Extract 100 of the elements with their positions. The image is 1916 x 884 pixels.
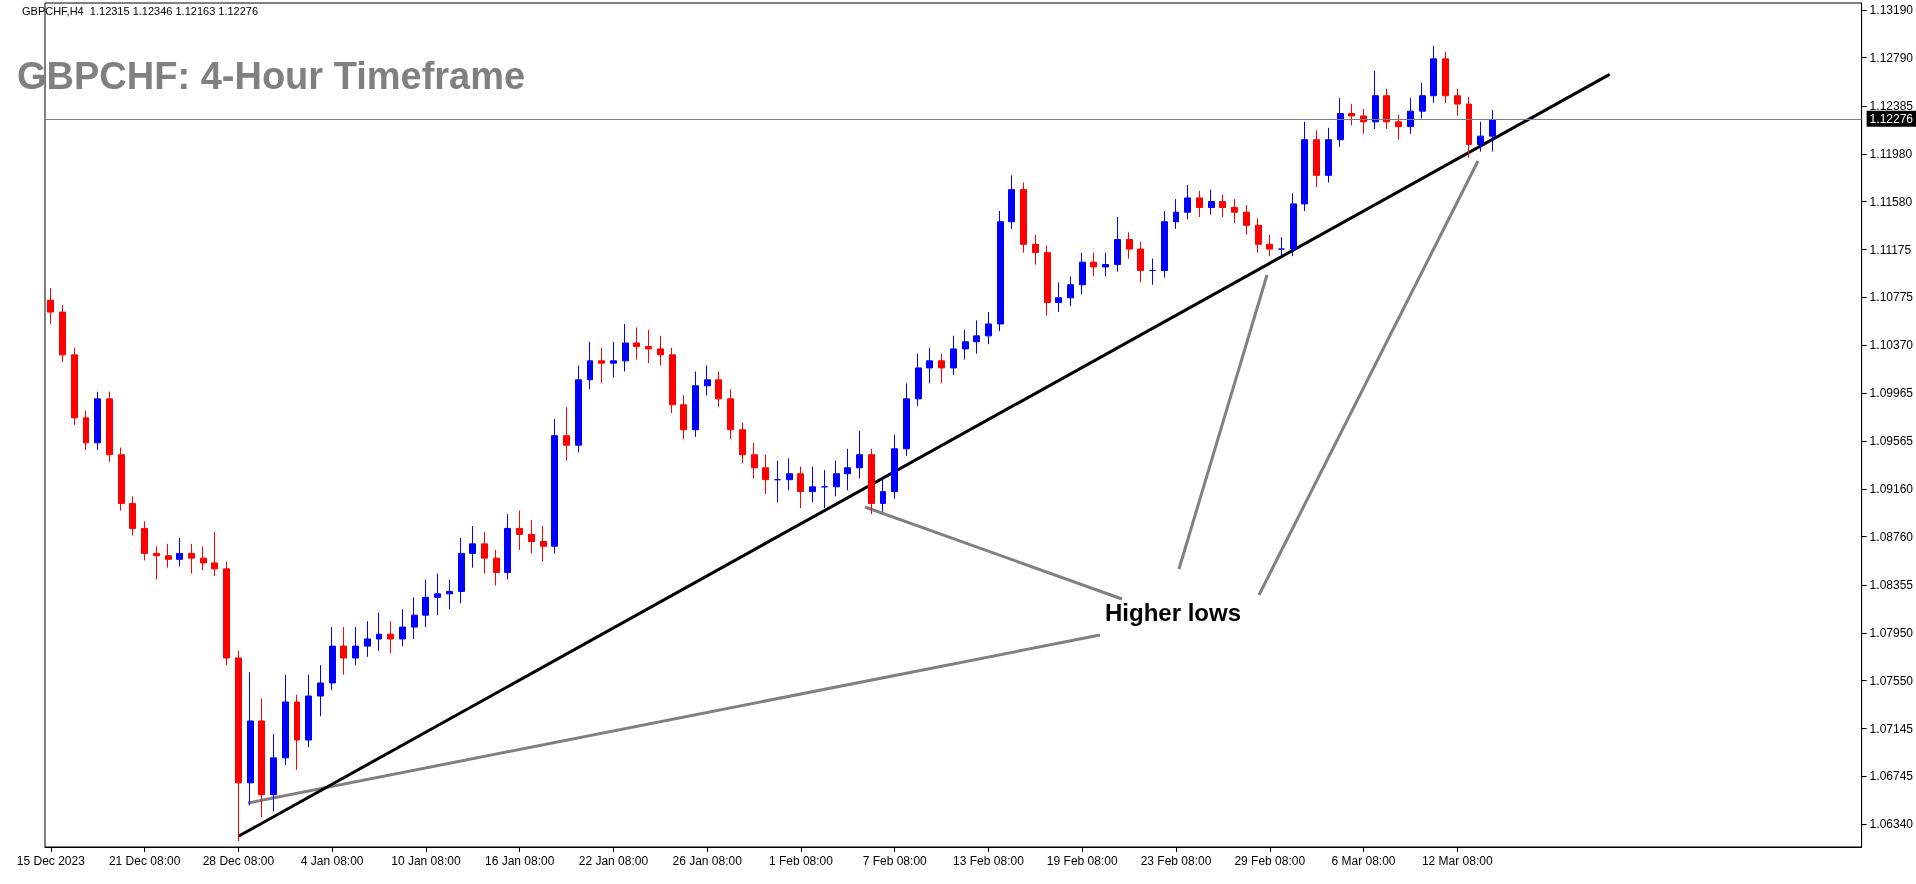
y-tick-label: 1.09160 <box>1869 482 1914 497</box>
candlestick <box>587 341 593 390</box>
x-tick-label: 16 Jan 08:00 <box>484 854 555 868</box>
candlestick <box>528 519 535 554</box>
candlestick <box>715 371 722 408</box>
candlestick <box>434 573 441 616</box>
candlestick <box>833 460 840 497</box>
y-tick-label: 1.06340 <box>1869 817 1914 832</box>
candlestick <box>1383 88 1390 130</box>
x-tick-label: 12 Mar 08:00 <box>1421 854 1493 868</box>
candlestick <box>129 495 136 537</box>
x-tick-label: 26 Jan 08:00 <box>672 854 743 868</box>
candlestick <box>141 520 148 562</box>
ref-line-label: 1.12276 <box>1869 111 1914 126</box>
candlestick <box>1489 109 1496 153</box>
y-tick-label: 1.11175 <box>1869 242 1912 257</box>
candlestick <box>282 674 289 766</box>
candlestick <box>1419 82 1426 119</box>
y-tick-label: 1.12385 <box>1869 98 1914 113</box>
candlestick <box>1196 190 1203 218</box>
y-tick-label: 1.07145 <box>1869 721 1914 736</box>
candlestick <box>83 410 89 451</box>
annotation: GBPCHF,H4 1.12315 1.12346 1.12163 1.12276 <box>22 4 259 17</box>
candlestick <box>809 466 816 503</box>
candlestick <box>516 510 523 551</box>
candlestick <box>235 650 242 842</box>
candlestick <box>1020 182 1027 254</box>
candlestick <box>258 697 265 818</box>
y-tick-label: 1.06745 <box>1869 769 1914 784</box>
candlestick <box>1067 275 1074 307</box>
candlestick <box>551 418 558 554</box>
candlestick <box>1055 281 1062 313</box>
candlestick <box>645 329 652 364</box>
candlestick <box>47 287 54 325</box>
candlestick <box>575 365 582 453</box>
y-tick-label: 1.07550 <box>1869 673 1914 688</box>
candlestick <box>1278 236 1285 257</box>
candlestick <box>165 543 172 569</box>
x-tick-label: 19 Feb 08:00 <box>1046 854 1118 868</box>
candlestick <box>1114 216 1121 273</box>
candlestick <box>399 608 406 647</box>
candlestick <box>176 537 183 567</box>
candlestick <box>458 537 465 604</box>
candlestick <box>387 620 394 654</box>
candlestick <box>540 525 547 563</box>
candlestick <box>762 454 769 495</box>
candlestick <box>118 447 125 512</box>
x-tick-label: 10 Jan 08:00 <box>391 854 461 868</box>
candlestick <box>1348 103 1355 126</box>
candlestick <box>446 579 453 610</box>
annotation: Higher lows <box>1105 598 1242 626</box>
candlestick <box>270 733 277 812</box>
candlestick <box>305 674 312 748</box>
candlestick <box>669 347 676 414</box>
candlestick <box>211 531 218 577</box>
candlestick <box>1243 204 1250 236</box>
candlestick <box>493 549 500 586</box>
candlestick <box>1372 70 1379 130</box>
candlestick <box>1090 252 1097 277</box>
y-tick-label: 1.09965 <box>1869 386 1914 401</box>
candlestick <box>1173 198 1179 230</box>
candlestick <box>376 612 382 652</box>
candlestick <box>1079 252 1086 295</box>
candlestick <box>1430 45 1437 104</box>
candlestick <box>751 442 758 479</box>
candlestick <box>1313 129 1320 188</box>
candlestick <box>1466 96 1472 159</box>
candlestick <box>1454 88 1461 117</box>
y-tick-label: 1.11580 <box>1869 194 1913 209</box>
candlestick <box>153 545 160 581</box>
candlestick <box>1032 234 1039 266</box>
candlestick <box>1325 127 1332 183</box>
candlestick <box>950 335 957 376</box>
candlestick <box>469 525 476 569</box>
candlestick <box>985 311 992 345</box>
candlestick <box>481 531 488 575</box>
candlestick <box>1044 245 1051 317</box>
candlestick <box>1301 121 1308 212</box>
candlestick <box>1149 258 1156 286</box>
x-tick-label: 13 Feb 08:00 <box>953 854 1025 868</box>
candlestick <box>926 347 933 384</box>
candlestick <box>317 664 324 717</box>
candlestick <box>247 671 254 806</box>
candlestick <box>844 448 851 491</box>
y-tick-label: 1.09565 <box>1869 434 1914 449</box>
candlestick <box>973 319 980 355</box>
candlestick <box>739 422 746 464</box>
candlestick <box>1290 192 1297 257</box>
y-tick-label: 1.10775 <box>1869 290 1914 305</box>
candlestick <box>329 626 336 691</box>
x-tick-label: 7 Feb 08:00 <box>862 854 928 868</box>
candlestick <box>727 388 734 440</box>
candlestick <box>59 304 66 363</box>
candlestick <box>223 561 230 666</box>
candlestick <box>504 513 511 581</box>
candlestick <box>352 626 359 666</box>
candlestick <box>868 448 875 515</box>
candlestick <box>364 620 371 658</box>
candlestick <box>938 353 945 384</box>
candlestick <box>962 329 969 361</box>
